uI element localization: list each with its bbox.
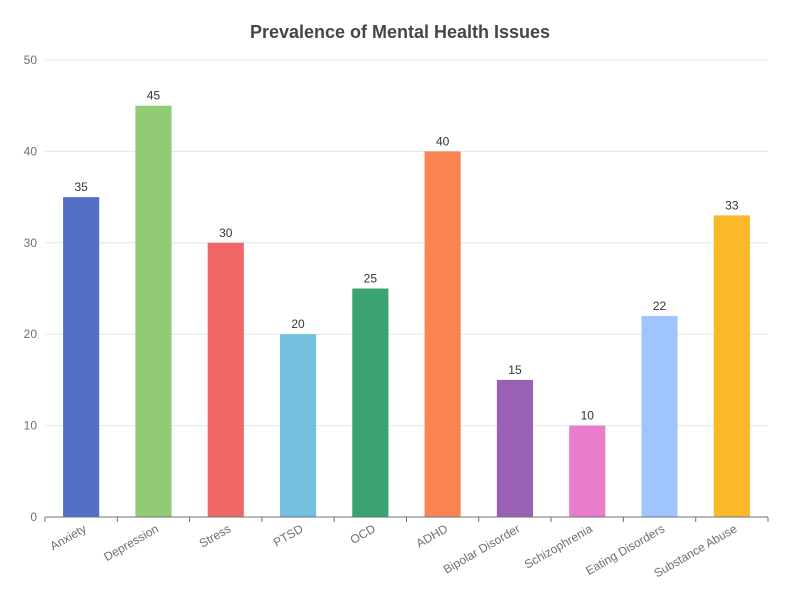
bar: [424, 151, 461, 517]
data-label: 10: [581, 409, 595, 423]
x-tick-label: Depression: [101, 521, 161, 563]
data-label: 15: [508, 363, 522, 377]
data-label: 30: [219, 226, 233, 240]
x-tick-label: Stress: [197, 521, 233, 550]
data-label: 40: [436, 134, 450, 148]
y-axis-ticks: 0 10 20 30 40 50: [24, 53, 38, 524]
y-tick-label: 20: [24, 327, 38, 341]
data-label: 45: [147, 89, 161, 103]
data-label: 25: [364, 272, 378, 286]
x-tick-label: Anxiety: [48, 521, 89, 553]
bar: [352, 288, 389, 517]
y-tick-label: 10: [24, 419, 38, 433]
bar: [207, 242, 244, 518]
bar: [135, 105, 172, 517]
x-tick-label: OCD: [348, 521, 378, 547]
bar: [279, 334, 317, 517]
bar: [63, 197, 100, 517]
y-tick-label: 30: [24, 236, 38, 250]
bars: [63, 105, 750, 518]
data-label: 33: [725, 198, 739, 212]
bar: [641, 315, 678, 517]
x-tick-label: Bipolar Disorder: [441, 521, 523, 576]
x-tick-label: ADHD: [414, 521, 451, 550]
bar: [569, 425, 606, 517]
data-labels: 35 45 30 20 25 40 15 10 22 33: [74, 89, 738, 423]
y-tick-label: 40: [24, 144, 38, 158]
y-tick-label: 0: [30, 510, 37, 524]
x-tick-label: PTSD: [271, 521, 306, 549]
y-tick-label: 50: [24, 53, 38, 67]
bar: [713, 215, 750, 517]
x-axis-ticks: Anxiety Depression Stress PTSD OCD ADHDBipola…: [44, 517, 769, 580]
data-label: 35: [74, 180, 88, 194]
data-label: 20: [291, 317, 305, 331]
bar: [496, 379, 534, 517]
data-label: 22: [653, 299, 667, 313]
x-tick-label: Schizophrenia: [522, 521, 595, 571]
chart-title: Prevalence of Mental Health Issues: [250, 22, 550, 42]
